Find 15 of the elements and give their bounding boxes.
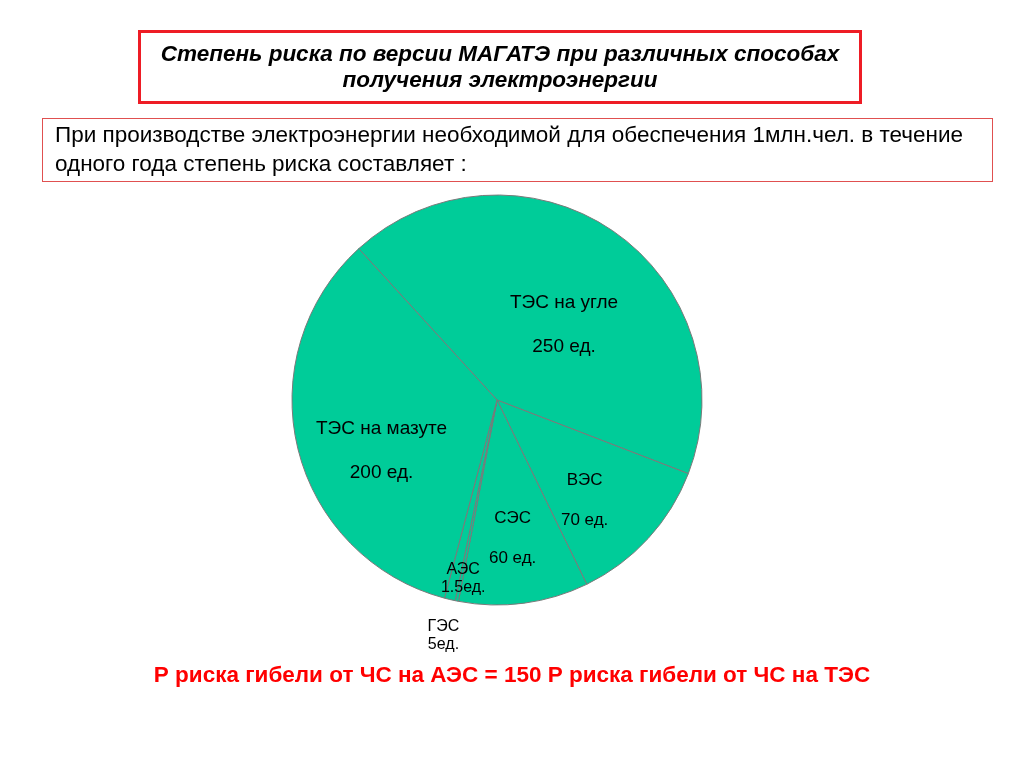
data-label: 60 ед. bbox=[488, 547, 537, 567]
slice-label: СЭС bbox=[494, 507, 531, 527]
chart-title: Степень риска по версии МАГАТЭ при различных способах получения электроэнергии bbox=[138, 30, 862, 104]
data-label: 5ед. bbox=[427, 635, 460, 653]
data-label: 1.5ед. bbox=[440, 577, 486, 595]
data-label: 200 ед. bbox=[349, 461, 414, 483]
text: Р риска гибели от ЧС на АЭС = 150 Р риска гибели от ЧС на ТЭС bbox=[152, 662, 872, 688]
data-label: 70 ед. bbox=[560, 510, 609, 530]
data-label: 250 ед. bbox=[532, 334, 596, 356]
slice-label: АЭС bbox=[446, 559, 480, 577]
slice-label: ГЭС bbox=[427, 617, 460, 635]
slice-label: ВЭС bbox=[566, 470, 603, 490]
slice-label: ТЭС на угле bbox=[509, 290, 619, 312]
chart-subtitle: При производстве электроэнергии необходимой для обеспечения 1млн.чел. в течение одного года степень риска составляет : bbox=[42, 118, 993, 182]
slice-label: ТЭС на мазуте bbox=[315, 417, 448, 439]
